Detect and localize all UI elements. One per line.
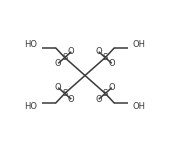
- Text: O: O: [55, 83, 62, 92]
- Text: HO: HO: [24, 40, 37, 49]
- Text: O: O: [108, 83, 115, 92]
- Text: S: S: [103, 89, 108, 98]
- Text: HO: HO: [24, 102, 37, 111]
- Text: OH: OH: [133, 102, 146, 111]
- Text: O: O: [108, 59, 115, 68]
- Text: S: S: [103, 53, 108, 62]
- Text: O: O: [95, 47, 102, 56]
- Text: O: O: [55, 59, 62, 68]
- Text: S: S: [62, 53, 67, 62]
- Text: O: O: [95, 95, 102, 104]
- Text: O: O: [68, 47, 75, 56]
- Text: O: O: [68, 95, 75, 104]
- Text: OH: OH: [133, 40, 146, 49]
- Text: S: S: [62, 89, 67, 98]
